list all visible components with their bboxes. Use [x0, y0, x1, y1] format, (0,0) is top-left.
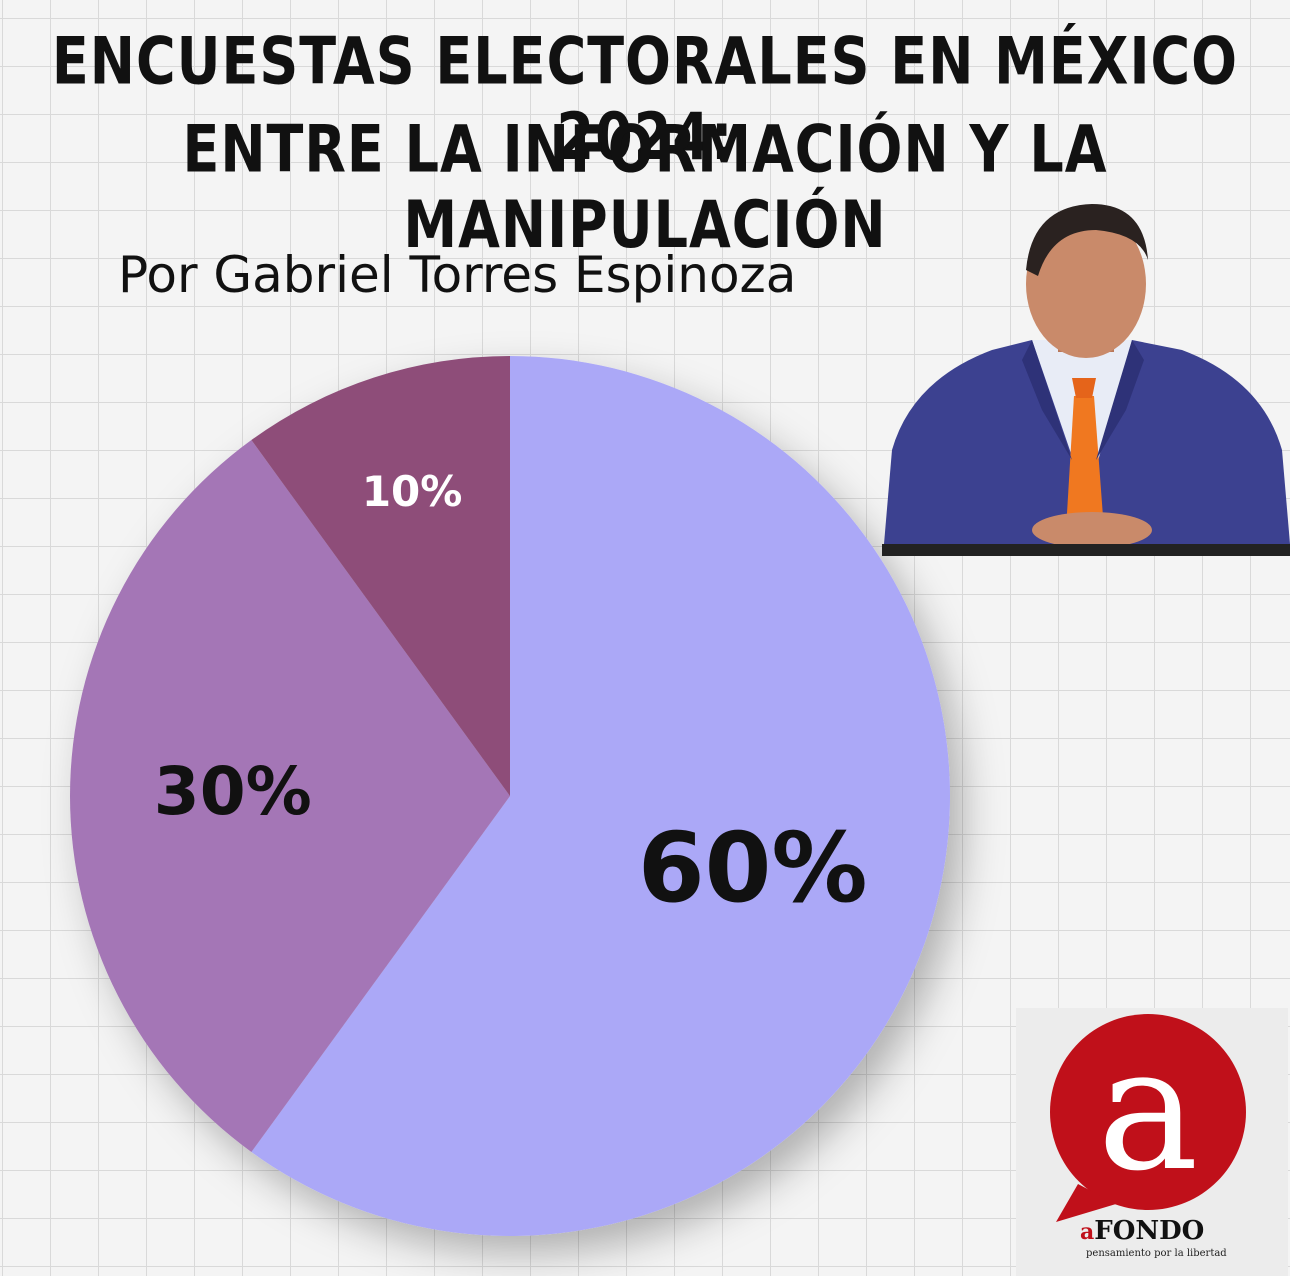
- author-photo: [882, 204, 1290, 556]
- pie-slice-10: [251, 356, 510, 796]
- pie-data-label: 10%: [362, 467, 463, 516]
- brand-name: aFONDO: [1080, 1216, 1204, 1246]
- page-title-line-1: ENCUESTAS ELECTORALES EN MÉXICO 2024:: [51, 23, 1239, 175]
- brand-word: FONDO: [1094, 1216, 1205, 1246]
- pie-data-label: 60%: [638, 812, 868, 924]
- pie-slice-60: [251, 356, 950, 1236]
- pie-data-label: 30%: [154, 753, 312, 830]
- logo-letter-a: a: [1097, 1011, 1198, 1209]
- brand-tagline: pensamiento por la libertad: [1086, 1248, 1227, 1259]
- author-byline: Por Gabriel Torres Espinoza: [118, 246, 797, 304]
- pie-slice-30: [69, 440, 510, 1152]
- page-title-line-2: ENTRE LA INFORMACIÓN Y LA MANIPULACIÓN: [182, 111, 1108, 263]
- brand-prefix: a: [1080, 1219, 1095, 1245]
- afondo-logo: a: [1016, 1008, 1288, 1276]
